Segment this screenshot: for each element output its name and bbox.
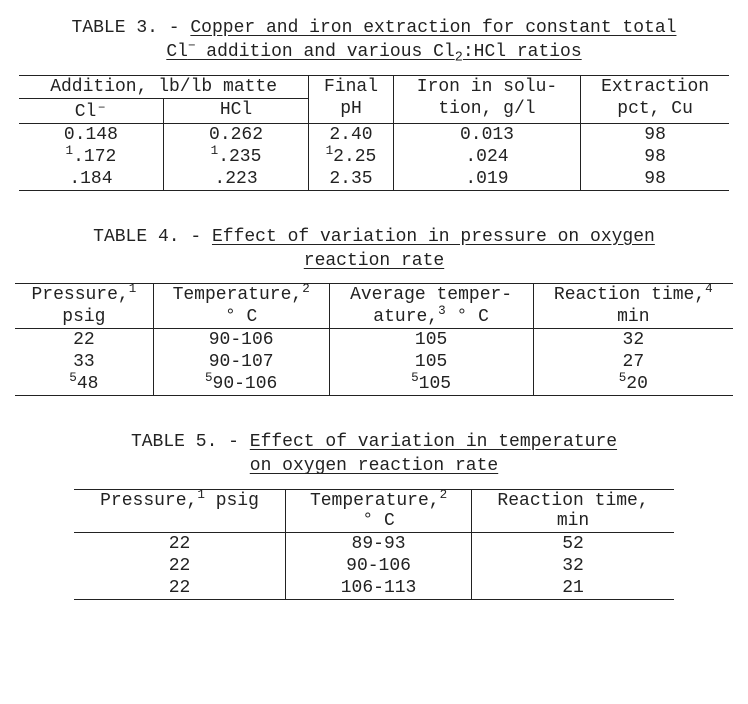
cell-cl: 0.148	[19, 123, 163, 146]
table3-head-extraction: Extraction	[581, 75, 729, 98]
table4-h-avg: Average temper-	[329, 284, 533, 307]
cell-iron: 0.013	[393, 123, 580, 146]
table4-h-time: Reaction time,4	[533, 284, 733, 307]
table5-h-pressure: Pressure,1 psig	[74, 489, 286, 532]
table3-head-tion: tion, g/l	[393, 98, 580, 123]
table4-h-min: min	[533, 306, 733, 329]
cell-pressure: 548	[15, 373, 153, 396]
table-row: 2289-9352	[74, 532, 674, 555]
cell-ext: 98	[581, 168, 729, 191]
cell-temp: 90-106	[153, 329, 329, 352]
table5-title-line1: Effect of variation in temperature	[250, 432, 617, 452]
cell-temp: 590-106	[153, 373, 329, 396]
cell-cl: 1.172	[19, 146, 163, 168]
table5-title-prefix: TABLE 5. -	[131, 432, 250, 452]
cell-hcl: 1.235	[163, 146, 308, 168]
cell-temp: 89-93	[286, 532, 472, 555]
cell-pressure: 22	[74, 532, 286, 555]
table4-h-avg2: ature,3 ° C	[329, 306, 533, 329]
cell-time: 21	[472, 577, 674, 600]
table3-head-final: Final	[309, 75, 394, 98]
cell-time: 32	[472, 555, 674, 577]
table-row: .184.2232.35.01998	[19, 168, 729, 191]
table3-head-iron: Iron in solu-	[393, 75, 580, 98]
table-row: 1.1721.23512.25.02498	[19, 146, 729, 168]
cell-iron: .019	[393, 168, 580, 191]
table3-title-prefix: TABLE 3. -	[72, 18, 191, 38]
table-row: 2290-10632	[74, 555, 674, 577]
cell-time: 520	[533, 373, 733, 396]
cell-avg: 105	[329, 351, 533, 373]
table4-title: TABLE 4. - Effect of variation in pressu…	[10, 225, 738, 274]
table-row: 0.1480.2622.400.01398	[19, 123, 729, 146]
table3-title: TABLE 3. - Copper and iron extraction fo…	[10, 16, 738, 65]
cell-pressure: 22	[74, 555, 286, 577]
table5-h-temp: Temperature,2° C	[286, 489, 472, 532]
table4: Pressure,1 Temperature,2 Average temper-…	[15, 283, 733, 396]
table4-title-line2: reaction rate	[304, 251, 444, 271]
cell-temp: 90-106	[286, 555, 472, 577]
table4-title-prefix: TABLE 4. -	[93, 227, 212, 247]
table4-h-temp: Temperature,2	[153, 284, 329, 307]
table5-h-time: Reaction time,min	[472, 489, 674, 532]
cell-avg: 5105	[329, 373, 533, 396]
cell-pressure: 22	[74, 577, 286, 600]
cell-avg: 105	[329, 329, 533, 352]
cell-time: 52	[472, 532, 674, 555]
cell-ph: 12.25	[309, 146, 394, 168]
table5-title: TABLE 5. - Effect of variation in temper…	[10, 430, 738, 479]
cell-hcl: 0.262	[163, 123, 308, 146]
table4-h-pressure: Pressure,1	[15, 284, 153, 307]
table-row: 2290-10610532	[15, 329, 733, 352]
table-row: 22106-11321	[74, 577, 674, 600]
table3-head-hcl: HCl	[163, 98, 308, 123]
cell-ph: 2.35	[309, 168, 394, 191]
cell-pressure: 22	[15, 329, 153, 352]
cell-hcl: .223	[163, 168, 308, 191]
table3-head-addition: Addition, lb/lb matte	[19, 75, 309, 98]
cell-temp: 90-107	[153, 351, 329, 373]
table5: Pressure,1 psig Temperature,2° C Reactio…	[74, 489, 674, 600]
table5-title-line2: on oxygen reaction rate	[250, 456, 498, 476]
table-row: 548590-1065105520	[15, 373, 733, 396]
cell-temp: 106-113	[286, 577, 472, 600]
cell-ext: 98	[581, 146, 729, 168]
table3-head-ph: pH	[309, 98, 394, 123]
cell-cl: .184	[19, 168, 163, 191]
table3-title-line1: Copper and iron extraction for constant …	[190, 18, 676, 38]
cell-ext: 98	[581, 123, 729, 146]
table3-head-cl: Cl⁻	[19, 98, 163, 123]
table4-h-degc: ° C	[153, 306, 329, 329]
cell-time: 32	[533, 329, 733, 352]
cell-pressure: 33	[15, 351, 153, 373]
table4-title-line1: Effect of variation in pressure on oxyge…	[212, 227, 655, 247]
table3-title-line2: Cl− addition and various Cl2:HCl ratios	[166, 42, 581, 62]
table4-h-psig: psig	[15, 306, 153, 329]
cell-time: 27	[533, 351, 733, 373]
table3: Addition, lb/lb matte Final Iron in solu…	[19, 75, 729, 191]
table3-head-pctcu: pct, Cu	[581, 98, 729, 123]
cell-ph: 2.40	[309, 123, 394, 146]
cell-iron: .024	[393, 146, 580, 168]
table-row: 3390-10710527	[15, 351, 733, 373]
